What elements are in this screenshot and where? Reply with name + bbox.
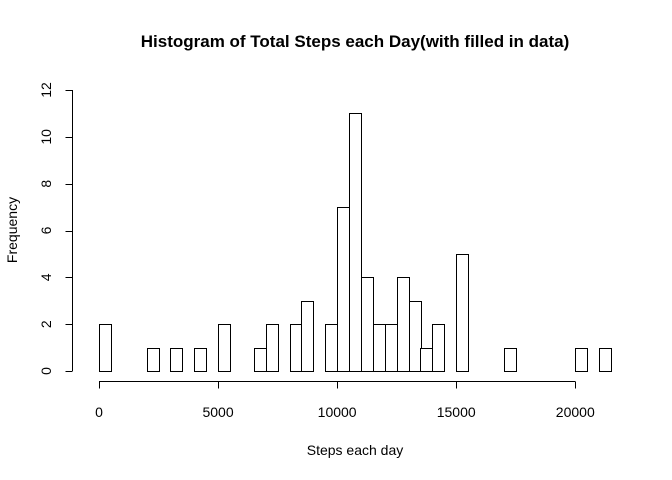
y-tick-label: 12 <box>38 82 54 98</box>
histogram-bar <box>337 207 350 372</box>
histogram-bar <box>254 348 267 372</box>
histogram-bar <box>361 277 374 372</box>
histogram-bar <box>575 348 588 372</box>
y-tick-label: 10 <box>38 129 54 145</box>
histogram-bar <box>432 324 445 372</box>
histogram-bar <box>385 324 398 372</box>
x-axis: 0 5000 10000 15000 20000 <box>95 381 595 420</box>
y-axis: 0 2 4 6 8 10 12 <box>38 82 73 375</box>
histogram-bar <box>456 254 469 372</box>
histogram-bar <box>325 324 338 372</box>
y-axis-label: Frequency <box>4 197 20 263</box>
histogram-bar <box>147 348 160 372</box>
y-tick-label: 6 <box>38 226 54 234</box>
histogram-bar <box>373 324 386 372</box>
bars-group <box>99 113 612 372</box>
histogram-bar <box>266 324 279 372</box>
histogram-bar <box>99 324 112 372</box>
x-tick-label: 20000 <box>556 404 595 420</box>
histogram-bar <box>599 348 612 372</box>
chart-title: Histogram of Total Steps each Day(with f… <box>141 32 570 51</box>
y-tick-label: 0 <box>38 367 54 375</box>
histogram-bar <box>218 324 231 372</box>
histogram-bar <box>194 348 207 372</box>
histogram-bar <box>409 301 422 372</box>
y-tick-label: 8 <box>38 180 54 188</box>
histogram-bar <box>349 113 362 372</box>
x-tick-label: 5000 <box>202 404 233 420</box>
x-tick-label: 15000 <box>437 404 476 420</box>
y-tick-label: 4 <box>38 273 54 281</box>
histogram-bar <box>397 277 410 372</box>
histogram-bar <box>290 324 303 372</box>
histogram-bar <box>301 301 314 372</box>
histogram-bar <box>504 348 517 372</box>
y-tick-label: 2 <box>38 320 54 328</box>
x-tick-label: 10000 <box>318 404 357 420</box>
x-axis-label: Steps each day <box>307 442 404 458</box>
histogram-bar <box>170 348 183 372</box>
x-tick-label: 0 <box>95 404 103 420</box>
histogram-bar <box>420 348 433 372</box>
